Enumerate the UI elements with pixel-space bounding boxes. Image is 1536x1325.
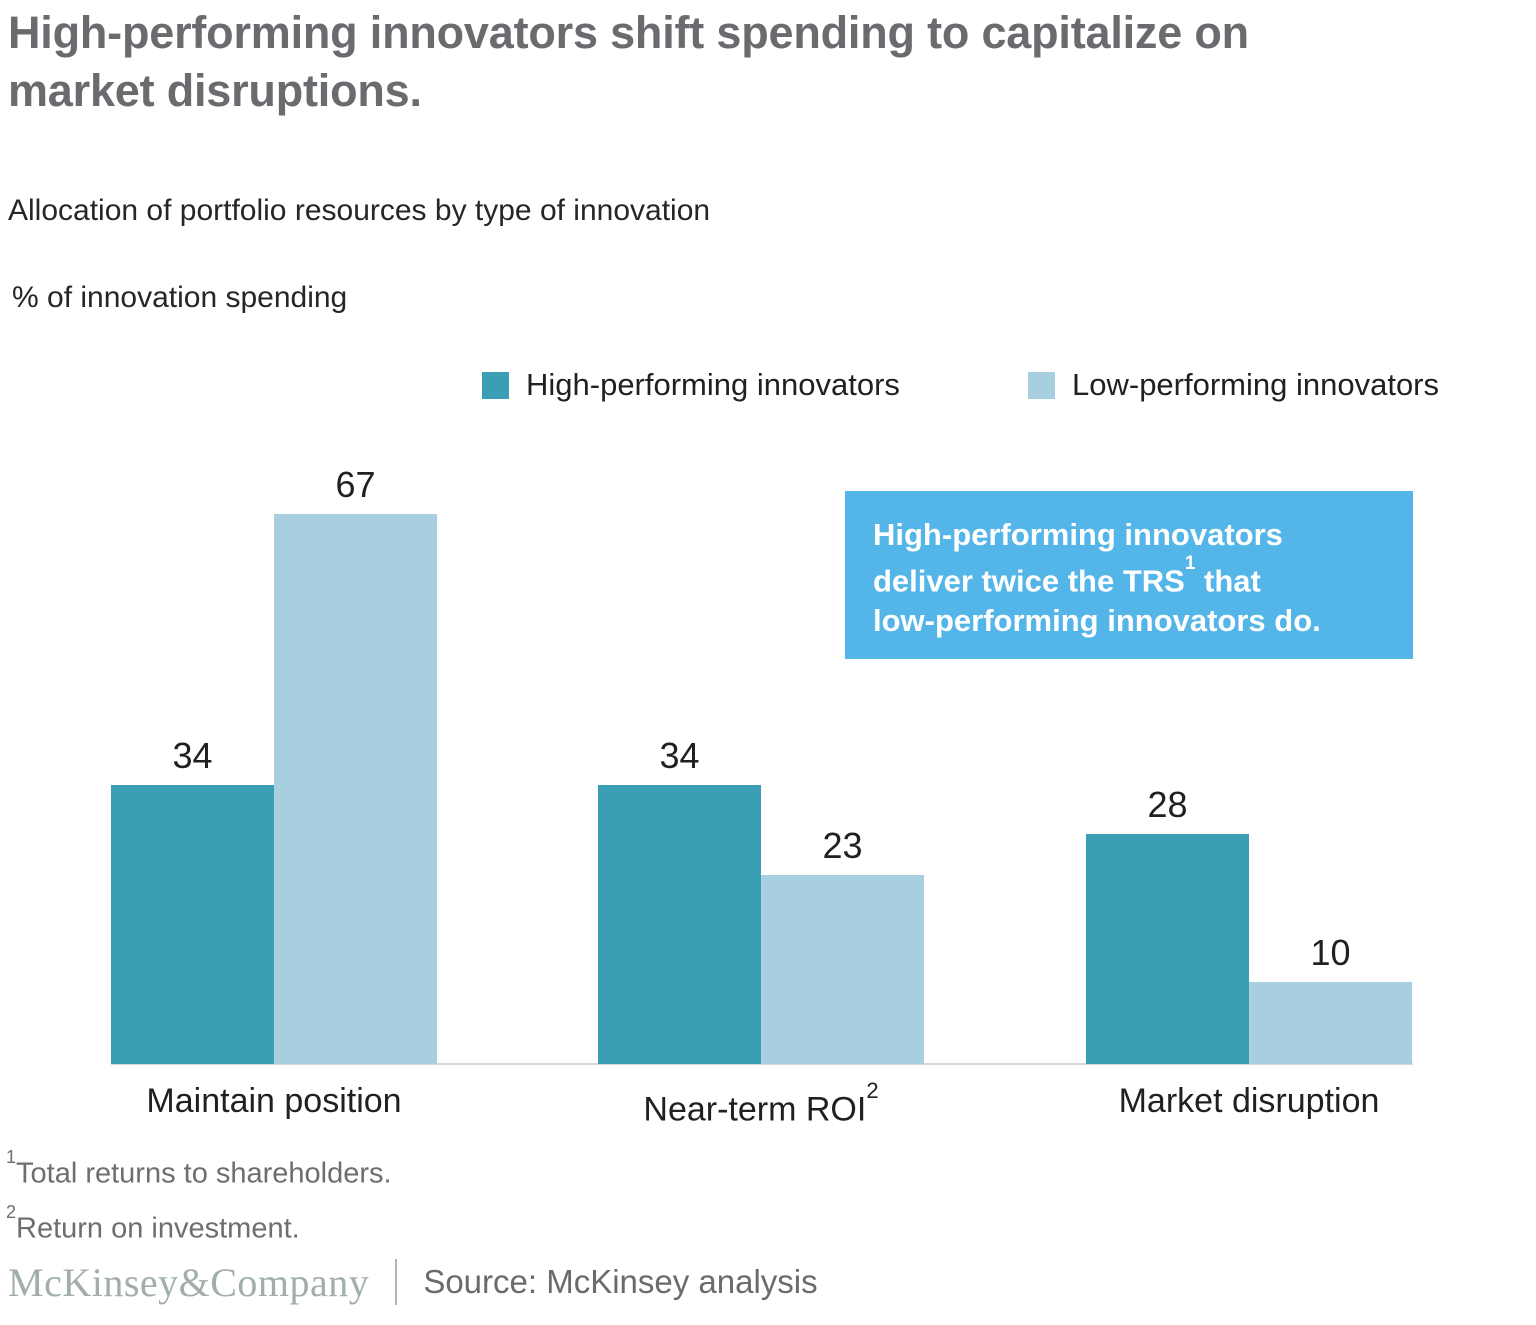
bar-high-performing-1 [598, 785, 761, 1064]
footnote-2-text: Return on investment. [16, 1212, 300, 1245]
bar-value-label-low-0: 67 [335, 464, 376, 505]
bar-high-performing-2 [1086, 834, 1249, 1064]
callout-line-3: low-performing innovators do. [873, 601, 1403, 641]
callout-trs-superscript: 1 [1184, 553, 1196, 574]
page-title-line2: market disruptions. [8, 65, 422, 116]
footnotes: 1Total returns to shareholders. 2Return … [6, 1143, 392, 1252]
exhibit-subtitle: Allocation of portfolio resources by typ… [8, 194, 711, 227]
footer: McKinsey&Company Source: McKinsey analys… [8, 1256, 818, 1308]
page-title: High-performing innovators shift spendin… [8, 4, 1478, 120]
callout-line-1-text: High-performing innovators [873, 517, 1283, 552]
bar-low-performing-2 [1249, 982, 1412, 1064]
callout-line-2-tail: that [1195, 563, 1261, 599]
bar-value-label-low-1: 23 [822, 825, 863, 866]
legend-swatch-low [1028, 371, 1055, 399]
mckinsey-logo: McKinsey&Company [8, 1259, 370, 1305]
legend-label-low: Low-performing innovators [1072, 367, 1440, 402]
bar-value-label-high-2: 28 [1147, 784, 1188, 825]
callout-line-3-text: low-performing innovators do. [873, 603, 1321, 639]
legend-item-low: Low-performing innovators [1028, 366, 1439, 404]
axis-baseline [111, 1063, 1413, 1065]
callout-line-2: deliver twice the TRS1 that [873, 553, 1403, 601]
bar-high-performing-0 [111, 785, 274, 1064]
category-label-0: Maintain position [146, 1082, 402, 1120]
category-superscript-1: 2 [866, 1078, 879, 1103]
bar-value-label-low-2: 10 [1310, 932, 1351, 973]
callout-line-1: High-performing innovators [873, 515, 1403, 555]
footnote-line-1: 1Total returns to shareholders. [6, 1143, 392, 1198]
footnote-line-2: 2Return on investment. [6, 1198, 392, 1253]
callout-box: High-performing innovators deliver twice… [845, 491, 1413, 659]
footnote-1-text: Total returns to shareholders. [16, 1157, 392, 1190]
bar-value-label-high-0: 34 [172, 735, 213, 776]
category-label-1: Near-term ROI2 [643, 1078, 879, 1129]
page-title-line1: High-performing innovators shift spendin… [8, 7, 1249, 58]
category-label-2: Market disruption [1118, 1082, 1380, 1120]
legend-item-high: High-performing innovators [482, 366, 900, 404]
footnote-2-superscript: 2 [6, 1201, 17, 1222]
callout-line-2-text: deliver twice the TRS [873, 563, 1185, 599]
source-text: Source: McKinsey analysis [423, 1263, 818, 1300]
bar-low-performing-1 [761, 875, 924, 1064]
footnote-1-superscript: 1 [6, 1147, 17, 1167]
bar-value-label-high-1: 34 [659, 735, 700, 776]
legend-swatch-high [482, 371, 509, 399]
unit-label: % of innovation spending [12, 281, 348, 314]
footer-divider [395, 1259, 398, 1305]
bar-low-performing-0 [274, 514, 437, 1064]
legend-label-high: High-performing innovators [526, 367, 900, 402]
